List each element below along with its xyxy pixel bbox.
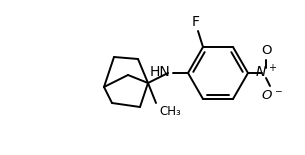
Text: CH₃: CH₃ <box>159 105 181 118</box>
Text: HN: HN <box>149 65 170 79</box>
Text: F: F <box>192 15 200 29</box>
Text: $N^+$: $N^+$ <box>255 63 277 81</box>
Text: $O^-$: $O^-$ <box>261 89 283 102</box>
Text: O: O <box>261 44 271 57</box>
